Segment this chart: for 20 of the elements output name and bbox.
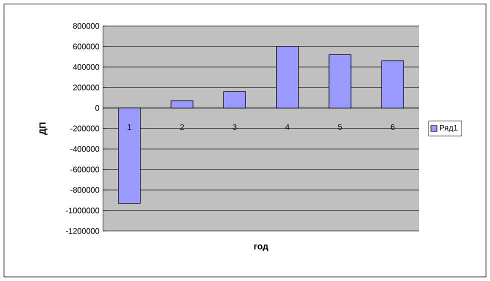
y-tick-label: -400000 — [70, 146, 100, 152]
y-tick-label: 800000 — [73, 23, 100, 29]
x-axis-title: год — [254, 244, 268, 252]
y-tick-label: -600000 — [70, 166, 100, 172]
x-tick-label: 1 — [128, 124, 132, 130]
y-tick-label: 400000 — [72, 64, 100, 70]
y-axis-title: ДП — [39, 122, 48, 135]
y-tick-label: -1200000 — [66, 228, 100, 234]
y-tick-label: -800000 — [70, 187, 100, 193]
x-tick-label: 2 — [180, 124, 184, 130]
x-tick-label: 3 — [232, 124, 237, 130]
legend-label: Ряд1 — [440, 124, 458, 132]
x-tick-label: 4 — [285, 124, 290, 130]
y-tick-label: 200000 — [73, 84, 100, 90]
y-tick-label: 600000 — [73, 44, 100, 50]
x-tick-label: 5 — [338, 124, 342, 130]
y-tick-label: -1000000 — [66, 208, 100, 214]
x-tick-label: 6 — [390, 124, 395, 130]
y-tick-label: 0 — [95, 105, 100, 111]
y-tick-label: -200000 — [70, 126, 100, 132]
